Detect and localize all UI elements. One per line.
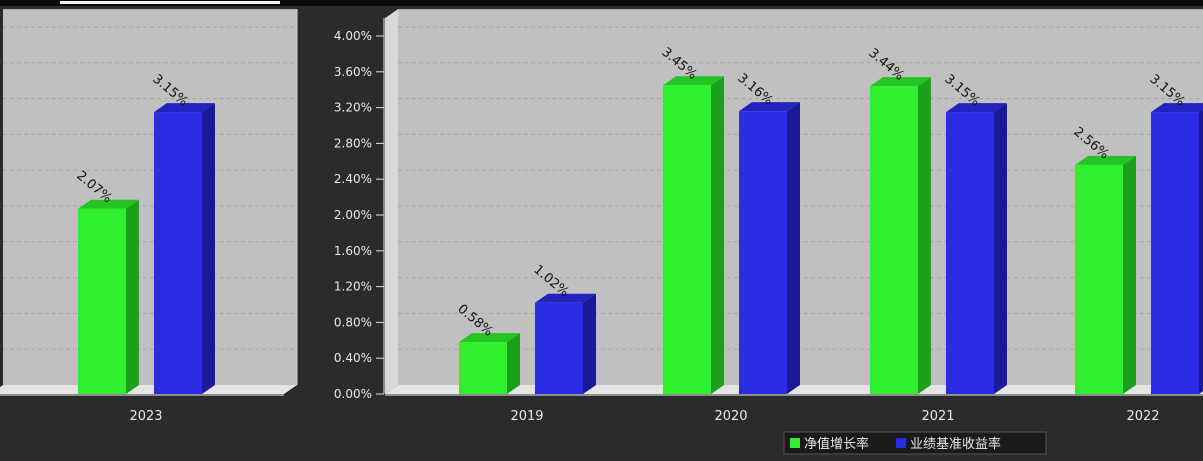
y-tick-label: 3.20%	[334, 101, 372, 115]
x-tick-label-2022: 2022	[1126, 409, 1159, 424]
y-tick-label: 2.80%	[334, 136, 372, 150]
y-tick-label: 2.40%	[334, 172, 372, 186]
y-tick-label: 0.00%	[334, 387, 372, 401]
top-strip	[0, 0, 1203, 6]
legend-swatch-blue	[896, 438, 906, 448]
x-tick-label-2020: 2020	[714, 409, 747, 424]
bar-blue-2019-top	[535, 293, 596, 303]
legend-label-blue: 业绩基准收益率	[910, 436, 1001, 452]
bar-green-2019	[459, 342, 507, 394]
y-tick-label: 0.40%	[334, 351, 372, 365]
bar-green-2022-side	[1123, 155, 1136, 394]
legend-label-green: 净值增长率	[804, 436, 869, 452]
plot-back-wall	[398, 9, 1203, 385]
bar-blue-2023-top	[154, 103, 215, 113]
bar-blue-2020-top	[739, 102, 800, 112]
plot-floor	[0, 385, 297, 394]
bar-green-2020	[663, 85, 711, 394]
y-tick-label: 0.80%	[334, 315, 372, 329]
bar-blue-2020	[739, 111, 787, 395]
chart-left: 2.07%3.15%2023	[0, 9, 297, 424]
y-tick-label: 1.60%	[334, 244, 372, 258]
bar-green-2021-side	[918, 77, 931, 395]
legend-box	[783, 431, 1047, 455]
chart-right: 0.58%1.02%20193.45%3.16%20203.44%3.15%20…	[334, 9, 1203, 424]
bar-blue-2021-side	[994, 103, 1007, 394]
y-tick-label: 2.00%	[334, 208, 372, 222]
bar-blue-2021	[946, 112, 994, 394]
bar-blue-2020-side	[787, 102, 800, 395]
bar-blue-2022-side	[1199, 109, 1203, 394]
bar-green-2019-top	[459, 333, 520, 343]
plot-back-wall	[3, 9, 297, 385]
bar-green-2019-side	[507, 333, 520, 394]
bar-green-2023-side	[126, 199, 139, 394]
bar-blue-2023	[154, 112, 202, 394]
bar-blue-2019-side	[583, 293, 596, 394]
top-strip-mark	[60, 1, 280, 4]
x-tick-label-2019: 2019	[510, 409, 543, 424]
bar-green-2022-top	[1075, 155, 1136, 165]
y-tick-label: 3.60%	[334, 65, 372, 79]
bar-blue-2022	[1151, 112, 1199, 394]
legend: 净值增长率 业绩基准收益率	[783, 431, 1047, 455]
bar-green-2022	[1075, 164, 1123, 394]
bar-blue-2019	[535, 302, 583, 394]
bar-green-2021-top	[870, 77, 931, 87]
bar-green-2020-side	[711, 76, 724, 394]
bar-green-2020-top	[663, 76, 724, 86]
legend-swatch-green	[790, 438, 800, 448]
bar-green-2021	[870, 86, 918, 395]
plot-side-wall	[385, 9, 398, 394]
bar-blue-2022-top	[1151, 103, 1203, 113]
x-tick-label-2023: 2023	[129, 409, 162, 424]
bar-blue-2023-side	[202, 103, 215, 394]
x-tick-label-2021: 2021	[921, 409, 954, 424]
y-tick-label: 1.20%	[334, 280, 372, 294]
bar-green-2023-top	[78, 199, 139, 209]
bar-blue-2021-top	[946, 103, 1007, 113]
bar-green-2023	[78, 208, 126, 394]
y-tick-label: 4.00%	[334, 29, 372, 43]
